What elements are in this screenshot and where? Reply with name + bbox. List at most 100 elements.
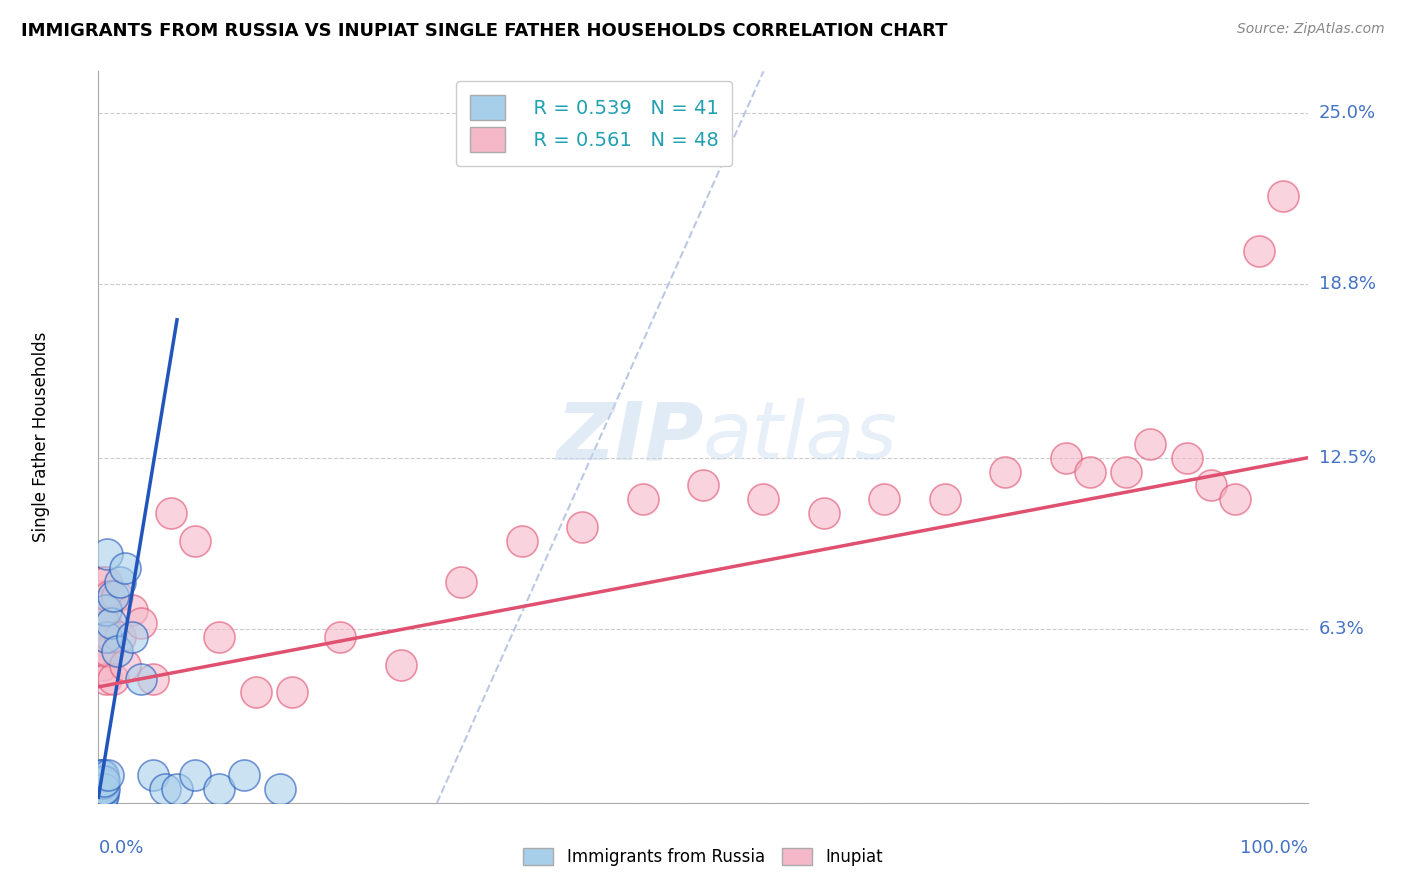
- Point: [89, 785, 111, 799]
- Point: [1139, 437, 1161, 451]
- Point: [93, 782, 115, 797]
- Text: IMMIGRANTS FROM RUSSIA VS INUPIAT SINGLE FATHER HOUSEHOLDS CORRELATION CHART: IMMIGRANTS FROM RUSSIA VS INUPIAT SINGLE…: [21, 22, 948, 40]
- Point: [91, 773, 114, 788]
- Point: [90, 790, 112, 805]
- Point: [91, 788, 114, 802]
- Text: ZIP: ZIP: [555, 398, 703, 476]
- Point: [160, 506, 183, 520]
- Point: [91, 657, 114, 672]
- Point: [281, 685, 304, 699]
- Point: [571, 520, 593, 534]
- Point: [98, 589, 121, 603]
- Point: [1223, 492, 1246, 507]
- Legend:   R = 0.539   N = 41,   R = 0.561   N = 48: R = 0.539 N = 41, R = 0.561 N = 48: [457, 81, 733, 166]
- Point: [752, 492, 775, 507]
- Point: [184, 533, 207, 548]
- Point: [94, 672, 117, 686]
- Point: [89, 788, 111, 802]
- Point: [934, 492, 956, 507]
- Point: [91, 768, 114, 782]
- Point: [90, 616, 112, 631]
- Point: [114, 657, 136, 672]
- Point: [1199, 478, 1222, 492]
- Point: [96, 630, 118, 644]
- Point: [90, 788, 112, 802]
- Point: [89, 644, 111, 658]
- Point: [232, 768, 254, 782]
- Point: [813, 506, 835, 520]
- Point: [245, 685, 267, 699]
- Point: [94, 630, 117, 644]
- Text: 25.0%: 25.0%: [1319, 103, 1376, 122]
- Point: [389, 657, 412, 672]
- Point: [166, 782, 188, 797]
- Point: [184, 768, 207, 782]
- Point: [631, 492, 654, 507]
- Point: [153, 782, 176, 797]
- Point: [142, 768, 165, 782]
- Point: [90, 589, 112, 603]
- Point: [100, 630, 122, 644]
- Point: [91, 776, 114, 790]
- Text: 6.3%: 6.3%: [1319, 620, 1364, 638]
- Text: 0.0%: 0.0%: [98, 839, 143, 857]
- Point: [89, 782, 111, 797]
- Point: [93, 644, 115, 658]
- Point: [90, 768, 112, 782]
- Point: [91, 790, 114, 805]
- Point: [114, 561, 136, 575]
- Point: [91, 768, 114, 782]
- Point: [142, 672, 165, 686]
- Text: 100.0%: 100.0%: [1240, 839, 1308, 857]
- Point: [91, 785, 114, 799]
- Point: [90, 779, 112, 793]
- Point: [121, 630, 143, 644]
- Point: [329, 630, 352, 644]
- Point: [208, 782, 231, 797]
- Point: [1272, 188, 1295, 202]
- Point: [121, 602, 143, 616]
- Point: [91, 630, 114, 644]
- Point: [96, 548, 118, 562]
- Point: [108, 630, 131, 644]
- Text: 12.5%: 12.5%: [1319, 449, 1376, 467]
- Text: Single Father Households: Single Father Households: [32, 332, 51, 542]
- Point: [1078, 465, 1101, 479]
- Point: [101, 672, 124, 686]
- Point: [94, 574, 117, 589]
- Point: [91, 574, 114, 589]
- Point: [510, 533, 533, 548]
- Point: [129, 672, 152, 686]
- Point: [269, 782, 291, 797]
- Point: [1249, 244, 1271, 258]
- Point: [1175, 450, 1198, 465]
- Point: [89, 779, 111, 793]
- Point: [108, 574, 131, 589]
- Point: [450, 574, 472, 589]
- Point: [91, 602, 114, 616]
- Point: [90, 785, 112, 799]
- Point: [97, 644, 120, 658]
- Point: [90, 773, 112, 788]
- Point: [129, 616, 152, 631]
- Point: [1054, 450, 1077, 465]
- Point: [101, 589, 124, 603]
- Point: [89, 790, 111, 805]
- Point: [93, 773, 115, 788]
- Point: [873, 492, 896, 507]
- Point: [90, 782, 112, 797]
- Point: [994, 465, 1017, 479]
- Point: [97, 768, 120, 782]
- Point: [105, 644, 128, 658]
- Point: [91, 782, 114, 797]
- Text: atlas: atlas: [703, 398, 898, 476]
- Point: [208, 630, 231, 644]
- Text: 18.8%: 18.8%: [1319, 275, 1375, 293]
- Point: [91, 779, 114, 793]
- Point: [692, 478, 714, 492]
- Point: [105, 589, 128, 603]
- Legend: Immigrants from Russia, Inupiat: Immigrants from Russia, Inupiat: [515, 840, 891, 875]
- Point: [100, 616, 122, 631]
- Point: [93, 616, 115, 631]
- Point: [94, 602, 117, 616]
